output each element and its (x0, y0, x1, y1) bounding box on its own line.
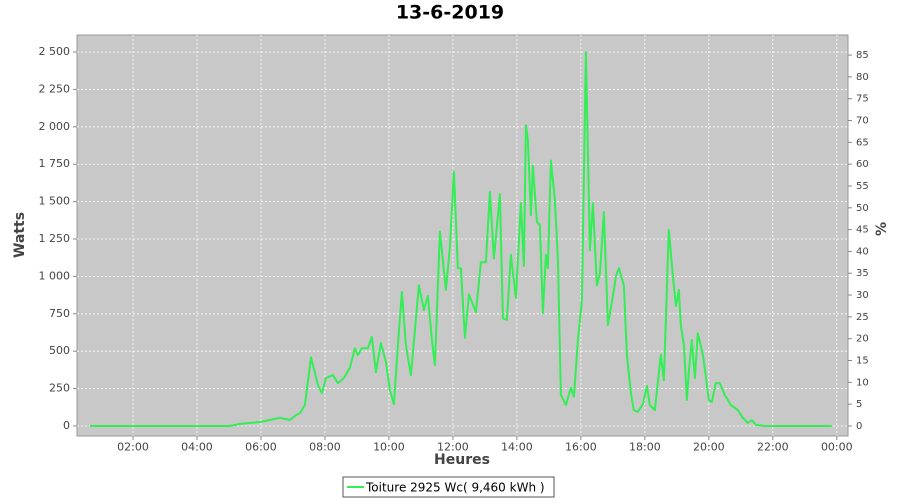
y-tick-label: 1 250 (39, 232, 71, 245)
y2-tick-label: 35 (856, 268, 869, 279)
plot-area (76, 34, 849, 437)
y-tick-label: 0 (63, 419, 70, 432)
y-tick-label: 750 (49, 307, 70, 320)
y2-tick-label: 65 (856, 137, 869, 148)
x-tick-label: 08:00 (309, 441, 341, 454)
y-tick-label: 2 250 (39, 82, 71, 95)
x-tick-label: 02:00 (117, 441, 149, 454)
x-tick-label: 20:00 (693, 441, 725, 454)
y2-tick-label: 70 (856, 116, 869, 127)
y2-tick-label: 10 (856, 377, 869, 388)
x-tick-label: 16:00 (565, 441, 597, 454)
x-tick-label: 14:00 (501, 441, 533, 454)
y-tick-label: 250 (49, 382, 70, 395)
y-tick-label: 2 500 (39, 45, 71, 58)
x-tick-label: 06:00 (245, 441, 277, 454)
y2-tick-label: 0 (856, 421, 862, 432)
data-line (90, 51, 832, 427)
x-tick-label: 18:00 (629, 441, 661, 454)
y2-tick-label: 50 (856, 203, 869, 214)
y-tick-label: 1 750 (39, 157, 71, 170)
x-tick-label: 00:00 (821, 441, 853, 454)
y-tick-label: 2 000 (39, 120, 71, 133)
x-tick-label: 04:00 (181, 441, 213, 454)
y2-tick-label: 20 (856, 334, 869, 345)
y-tick-label: 500 (49, 344, 70, 357)
y2-tick-label: 45 (856, 225, 869, 236)
x-tick-label: 12:00 (437, 441, 469, 454)
y2-tick-label: 40 (856, 246, 869, 257)
y2-tick-label: 30 (856, 290, 869, 301)
y2-tick-label: 80 (856, 72, 869, 83)
legend-label: Toiture 2925 Wc( 9,460 kWh ) (365, 481, 545, 495)
y2-tick-label: 60 (856, 159, 869, 170)
y-tick-label: 1 500 (39, 195, 71, 208)
y2-tick-label: 55 (856, 181, 869, 192)
x-tick-label: 10:00 (373, 441, 405, 454)
y-tick-label: 1 000 (39, 269, 71, 282)
y2-tick-label: 85 (856, 50, 869, 61)
y2-tick-label: 75 (856, 94, 869, 105)
y2-tick-label: 5 (856, 399, 862, 410)
legend: Toiture 2925 Wc( 9,460 kWh ) (342, 476, 555, 498)
legend-box (342, 476, 555, 498)
chart-title: 13-6-2019 (396, 2, 504, 24)
y2-tick-label: 15 (856, 356, 869, 367)
x-axis-title: Heures (434, 452, 490, 468)
y-axis-title: Watts (12, 212, 28, 258)
y2-tick-label: 25 (856, 312, 869, 323)
x-tick-label: 22:00 (757, 441, 789, 454)
y2-axis-title: % (874, 222, 890, 236)
